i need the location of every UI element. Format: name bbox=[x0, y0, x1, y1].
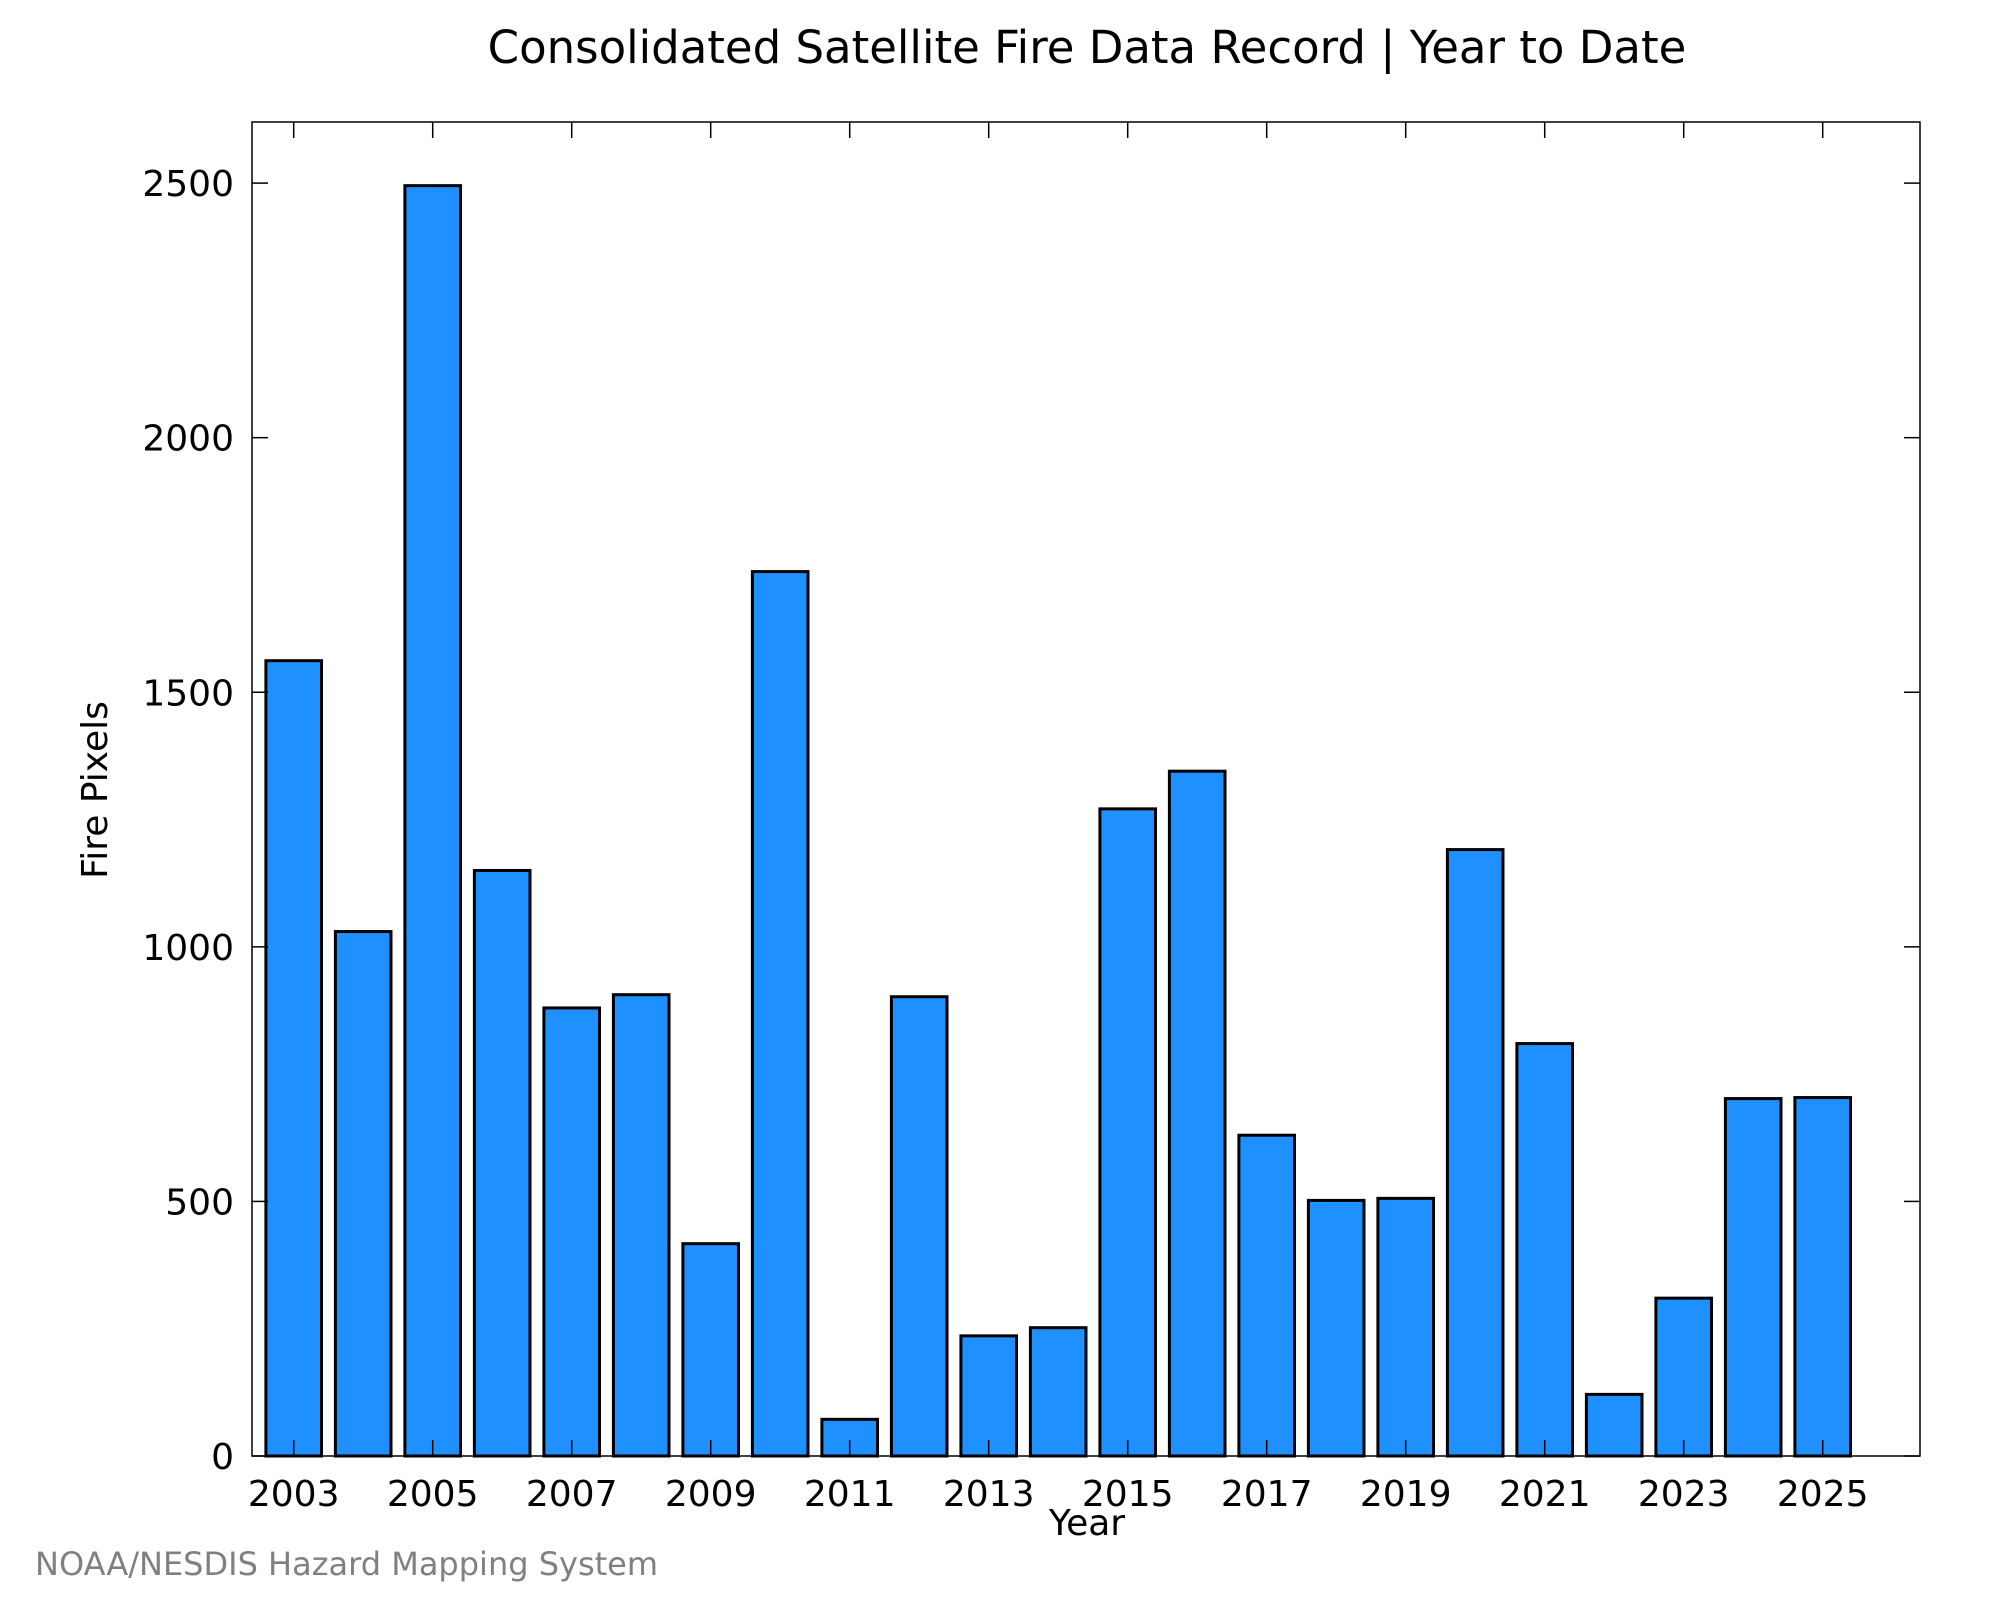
x-tick-label: 2015 bbox=[1082, 1474, 1174, 1515]
x-tick-label: 2017 bbox=[1221, 1474, 1313, 1515]
source-credit: NOAA/NESDIS Hazard Mapping System bbox=[35, 1545, 658, 1583]
bar-2008 bbox=[611, 993, 671, 1458]
y-tick-label: 2000 bbox=[142, 419, 234, 460]
x-axis-label: Year bbox=[1048, 1503, 1125, 1544]
bar-2017 bbox=[1237, 1133, 1297, 1458]
x-tick-label: 2021 bbox=[1499, 1474, 1591, 1515]
y-axis-label: Fire Pixels bbox=[75, 701, 116, 879]
y-tick-label: 500 bbox=[165, 1182, 234, 1223]
bar-2004 bbox=[333, 930, 393, 1458]
y-tick-label: 1500 bbox=[142, 673, 234, 714]
bar-2024 bbox=[1723, 1097, 1783, 1458]
bar-2007 bbox=[542, 1006, 602, 1458]
bar-2013 bbox=[959, 1334, 1019, 1458]
bar-2025 bbox=[1793, 1096, 1853, 1458]
bar-2018 bbox=[1306, 1198, 1366, 1458]
axes-layer: 0 500 1000 1500 2000 2500 2003 2005 2007 2009 2011… bbox=[142, 121, 1921, 1515]
x-tick-label: 2025 bbox=[1777, 1474, 1869, 1515]
bar-2010 bbox=[750, 570, 810, 1458]
bar-2005 bbox=[403, 184, 462, 1458]
chart-title: Consolidated Satellite Fire Data Record … bbox=[488, 21, 1687, 74]
bar-2015 bbox=[1098, 807, 1158, 1458]
bar-2006 bbox=[472, 868, 532, 1458]
bar-2022 bbox=[1584, 1392, 1644, 1458]
bar-2014 bbox=[1028, 1326, 1088, 1458]
y-tick-label: 0 bbox=[211, 1437, 234, 1478]
x-tick-label: 2011 bbox=[804, 1474, 896, 1515]
bar-2012 bbox=[889, 995, 949, 1458]
bars-layer bbox=[264, 184, 1853, 1458]
x-tick-label: 2003 bbox=[248, 1474, 340, 1515]
x-tick-label: 2013 bbox=[943, 1474, 1035, 1515]
bar-2003 bbox=[264, 659, 323, 1458]
y-tick-label: 2500 bbox=[142, 164, 234, 205]
x-tick-label: 2009 bbox=[665, 1474, 757, 1515]
x-tick-label: 2005 bbox=[387, 1474, 479, 1515]
bar-2019 bbox=[1376, 1196, 1436, 1458]
bar-2020 bbox=[1445, 848, 1505, 1458]
plot-frame bbox=[251, 121, 1921, 1457]
bar-2009 bbox=[681, 1242, 741, 1458]
bar-2021 bbox=[1515, 1042, 1575, 1458]
x-tick-label: 2019 bbox=[1360, 1474, 1452, 1515]
bar-2016 bbox=[1167, 769, 1227, 1458]
bar-2023 bbox=[1654, 1296, 1714, 1458]
x-tick-label: 2023 bbox=[1638, 1474, 1730, 1515]
y-tick-label: 1000 bbox=[142, 928, 234, 969]
x-tick-label: 2007 bbox=[526, 1474, 618, 1515]
